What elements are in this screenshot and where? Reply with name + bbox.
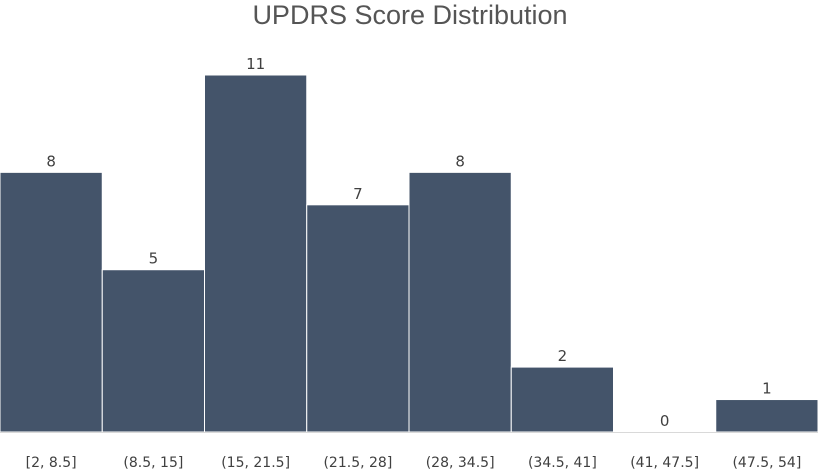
chart-title: UPDRS Score Distribution xyxy=(252,0,567,30)
x-tick-label: (21.5, 28] xyxy=(323,455,392,471)
data-label: 1 xyxy=(762,380,772,398)
bar xyxy=(306,204,410,433)
bar xyxy=(101,269,205,433)
bar xyxy=(204,74,308,433)
data-label: 7 xyxy=(353,185,363,203)
bar xyxy=(510,366,614,433)
x-tick-label: (41, 47.5] xyxy=(630,455,699,471)
bar xyxy=(715,399,819,433)
bars-group xyxy=(0,74,819,433)
x-tick-label: (47.5, 54] xyxy=(732,455,801,471)
data-label: 11 xyxy=(246,55,265,73)
data-label: 2 xyxy=(558,347,568,365)
data-label: 8 xyxy=(455,152,465,170)
bar xyxy=(408,171,512,433)
x-tick-label: (8.5, 15] xyxy=(123,455,183,471)
data-label: 8 xyxy=(46,152,56,170)
bar xyxy=(0,171,103,433)
x-tick-label: (28, 34.5] xyxy=(426,455,495,471)
data-label: 0 xyxy=(660,412,670,430)
x-tick-label: [2, 8.5] xyxy=(26,455,77,471)
data-label: 5 xyxy=(149,250,159,268)
x-tick-label: (15, 21.5] xyxy=(221,455,290,471)
data-labels-group: 8 5 11 7 8 2 0 1 xyxy=(46,55,771,430)
x-tick-label: (34.5, 41] xyxy=(528,455,597,471)
x-tick-labels-group: [2, 8.5] (8.5, 15] (15, 21.5] (21.5, 28] (28… xyxy=(26,455,802,471)
